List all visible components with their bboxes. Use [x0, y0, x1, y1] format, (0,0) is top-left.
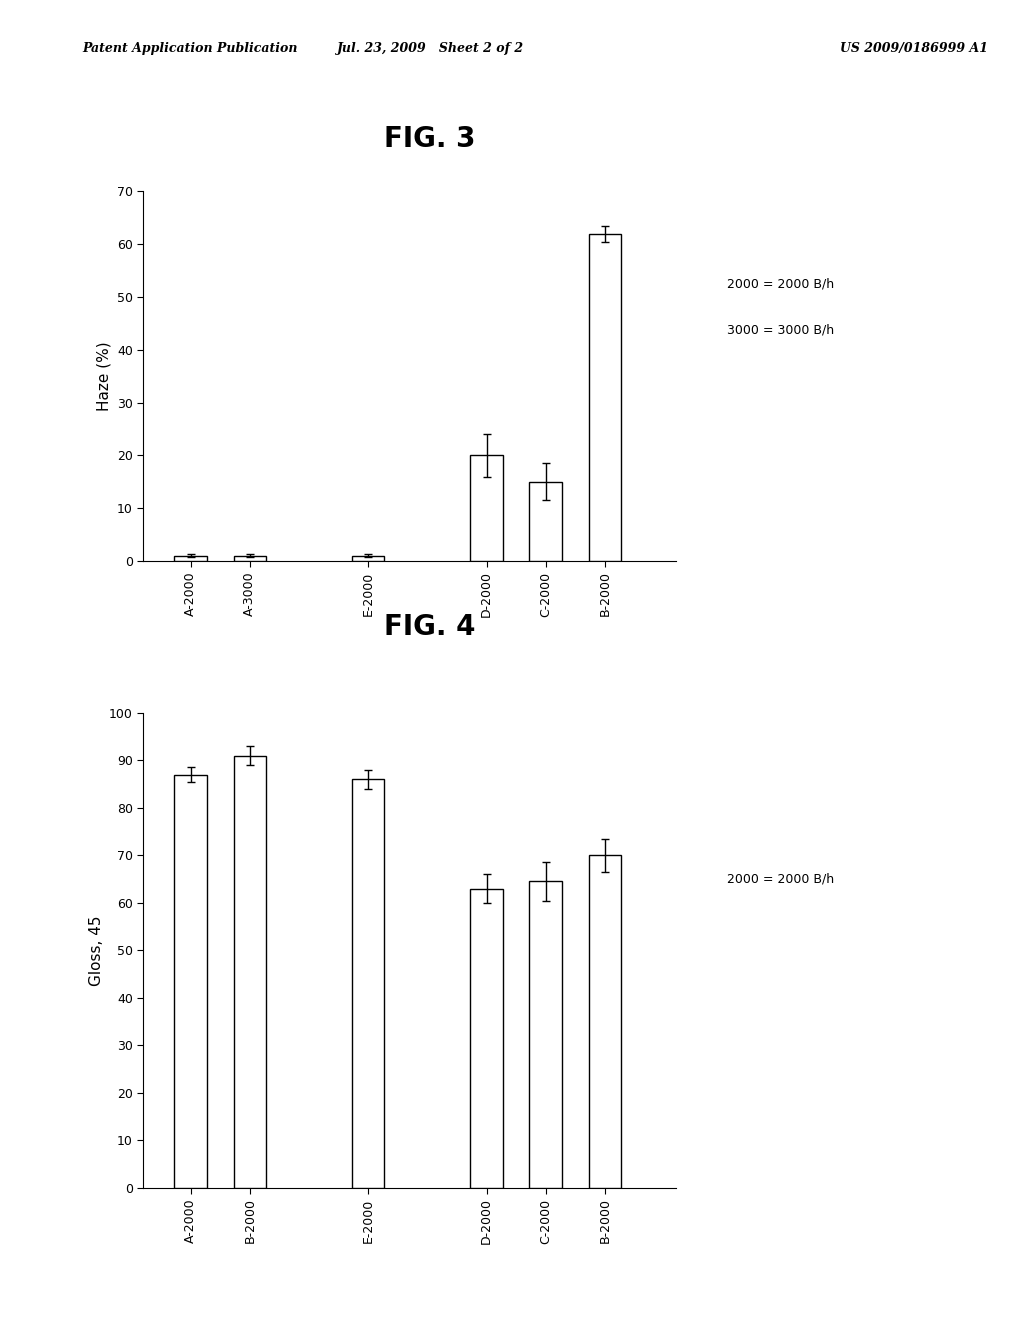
Bar — [174, 556, 207, 561]
Bar — [470, 888, 503, 1188]
Bar — [589, 234, 622, 561]
Bar — [174, 775, 207, 1188]
Text: Patent Application Publication: Patent Application Publication — [82, 42, 297, 55]
Bar — [589, 855, 622, 1188]
Text: FIG. 4: FIG. 4 — [384, 612, 476, 642]
Text: Jul. 23, 2009   Sheet 2 of 2: Jul. 23, 2009 Sheet 2 of 2 — [337, 42, 523, 55]
Y-axis label: Gloss, 45: Gloss, 45 — [88, 915, 103, 986]
Bar — [529, 482, 562, 561]
Text: 2000 = 2000 B/h: 2000 = 2000 B/h — [727, 277, 835, 290]
Y-axis label: Haze (%): Haze (%) — [96, 342, 112, 411]
Bar — [233, 556, 266, 561]
Bar — [233, 755, 266, 1188]
Text: 2000 = 2000 B/h: 2000 = 2000 B/h — [727, 873, 835, 886]
Text: FIG. 3: FIG. 3 — [384, 124, 476, 153]
Text: US 2009/0186999 A1: US 2009/0186999 A1 — [840, 42, 988, 55]
Bar — [470, 455, 503, 561]
Text: 3000 = 3000 B/h: 3000 = 3000 B/h — [727, 323, 835, 337]
Bar — [352, 556, 384, 561]
Bar — [352, 779, 384, 1188]
Bar — [529, 882, 562, 1188]
